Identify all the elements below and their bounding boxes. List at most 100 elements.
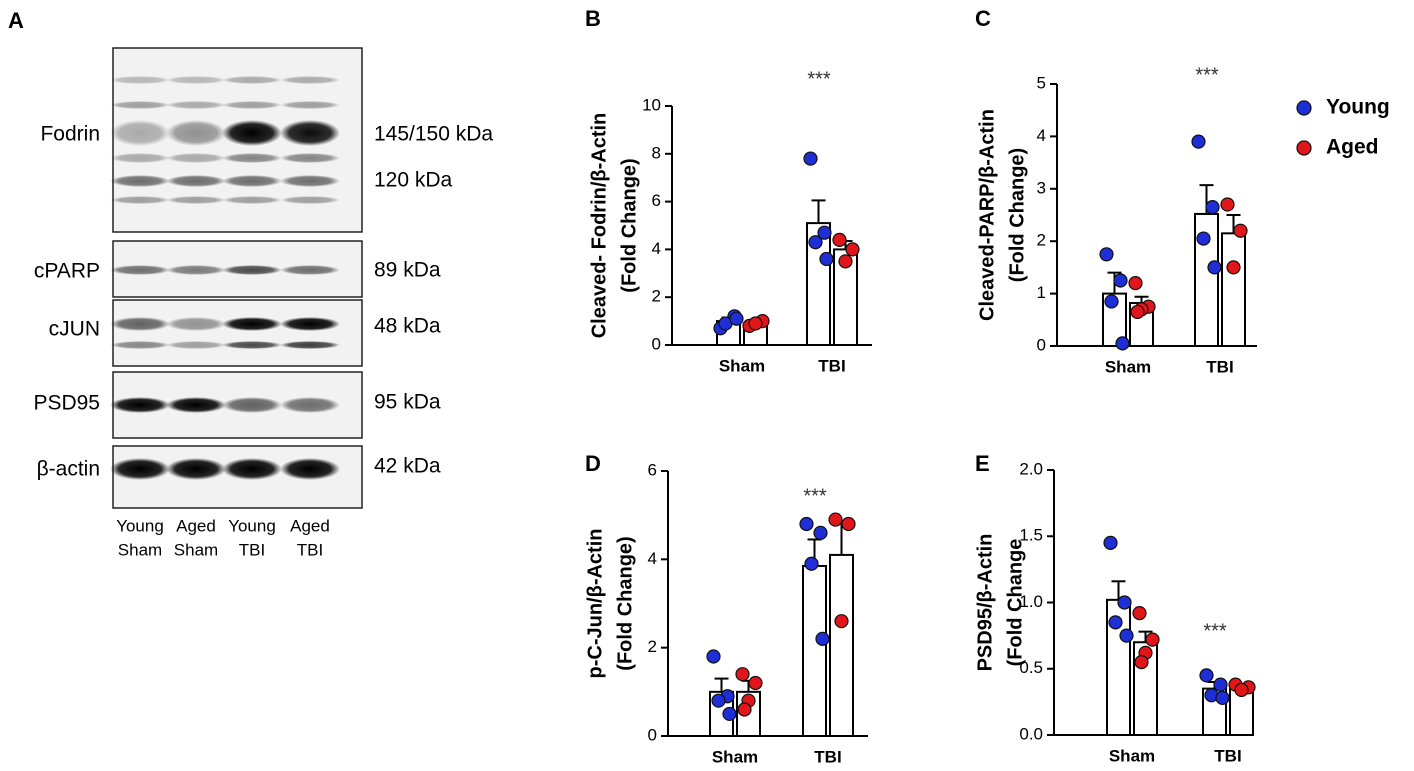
data-point — [722, 706, 737, 722]
data-point — [737, 702, 752, 717]
blot-band — [110, 196, 170, 204]
blot-band — [222, 458, 282, 480]
y-axis-label: p-C-Jun/β-Actin — [584, 529, 606, 679]
blot-row-label: cJUN — [49, 318, 100, 341]
x-tick-label: TBI — [1214, 746, 1241, 765]
panel-letter: A — [8, 8, 24, 33]
data-point — [1199, 668, 1214, 683]
blot-box — [112, 299, 363, 367]
data-point — [735, 667, 750, 682]
y-axis-label: (Fold Change) — [1006, 148, 1028, 282]
blot-band — [280, 153, 340, 163]
blot-band — [222, 120, 282, 146]
blot-band — [110, 341, 170, 349]
data-point — [1113, 273, 1128, 288]
data-point — [1234, 682, 1249, 698]
data-point — [1134, 655, 1149, 670]
panel-letter: D — [585, 451, 601, 476]
annotation: *** — [1195, 64, 1219, 86]
blot-band — [222, 175, 282, 187]
y-tick-label: 0.0 — [1019, 724, 1043, 743]
y-tick-label: 5 — [1037, 73, 1046, 92]
blot-band — [280, 120, 340, 146]
blot-band — [110, 397, 170, 413]
data-point — [1132, 605, 1147, 621]
bar — [1221, 232, 1246, 347]
data-point — [1104, 294, 1119, 309]
y-tick-label: 10 — [642, 95, 661, 114]
data-point — [808, 235, 823, 250]
lane-label: TBI — [239, 540, 265, 559]
blot-band — [280, 175, 340, 187]
data-point — [1215, 690, 1230, 706]
y-tick-label: 6 — [652, 191, 661, 210]
data-point — [1207, 260, 1222, 275]
blot-band — [166, 397, 226, 413]
data-point — [1213, 677, 1228, 692]
blot-band — [280, 265, 340, 275]
data-point — [799, 516, 814, 532]
blot-band — [166, 120, 226, 146]
data-point — [1226, 260, 1241, 275]
legend-label: Young — [1326, 96, 1390, 119]
x-tick-label: TBI — [818, 356, 845, 375]
data-point — [845, 242, 860, 257]
y-axis-label: Cleaved-PARP/β-Actin — [976, 109, 998, 321]
data-point — [1119, 628, 1134, 643]
blot-band — [166, 265, 226, 275]
blot-band — [280, 76, 340, 84]
blot-size-label: 120 kDa — [374, 169, 453, 192]
data-point — [1117, 595, 1132, 610]
data-point — [841, 516, 856, 532]
x-tick-label: Sham — [712, 747, 758, 766]
blot-band — [280, 458, 340, 480]
data-point — [706, 649, 721, 664]
data-point — [1191, 134, 1206, 149]
blot-band — [222, 341, 282, 349]
blot-band — [222, 397, 282, 413]
annotation: *** — [1203, 620, 1227, 642]
blot-band — [222, 265, 282, 275]
x-tick-label: TBI — [814, 747, 841, 766]
panel-letter: C — [975, 6, 991, 31]
y-tick-label: 0 — [648, 725, 657, 744]
panel-letter: B — [585, 6, 601, 31]
y-tick-label: 4 — [1037, 126, 1046, 145]
data-point — [1233, 223, 1248, 238]
blot-band — [280, 101, 340, 109]
y-tick-label: 2 — [652, 287, 661, 306]
blot-row-label: β-actin — [37, 458, 100, 481]
lane-label: Young — [116, 516, 164, 535]
blot-band — [222, 317, 282, 331]
data-point — [1205, 200, 1220, 215]
data-point — [729, 311, 744, 326]
blot-band — [222, 196, 282, 204]
blot-band — [280, 317, 340, 331]
y-tick-label: 4 — [648, 549, 657, 568]
blot-band — [110, 101, 170, 109]
blot-band — [222, 76, 282, 84]
legend-marker — [1296, 100, 1312, 116]
data-point — [1196, 231, 1211, 246]
blot-size-label: 42 kDa — [374, 455, 441, 478]
data-point — [711, 693, 726, 708]
data-point — [1128, 276, 1143, 291]
blot-band — [280, 397, 340, 413]
lane-label: Sham — [174, 540, 218, 559]
y-axis-label: Cleaved- Fodrin/β-Actin — [588, 113, 610, 339]
blot-size-label: 48 kDa — [374, 315, 441, 338]
blot-size-label: 145/150 kDa — [374, 123, 493, 146]
data-point — [1145, 632, 1160, 647]
blot-band — [110, 175, 170, 187]
annotation: *** — [807, 68, 831, 90]
blot-size-label: 89 kDa — [374, 259, 441, 282]
data-point — [803, 151, 818, 166]
data-point — [1220, 197, 1235, 212]
data-point — [1099, 247, 1114, 262]
y-tick-label: 0.5 — [1019, 658, 1043, 677]
data-point — [813, 525, 828, 540]
blot-band — [110, 76, 170, 84]
blot-band — [166, 101, 226, 109]
blot-band — [110, 458, 170, 480]
